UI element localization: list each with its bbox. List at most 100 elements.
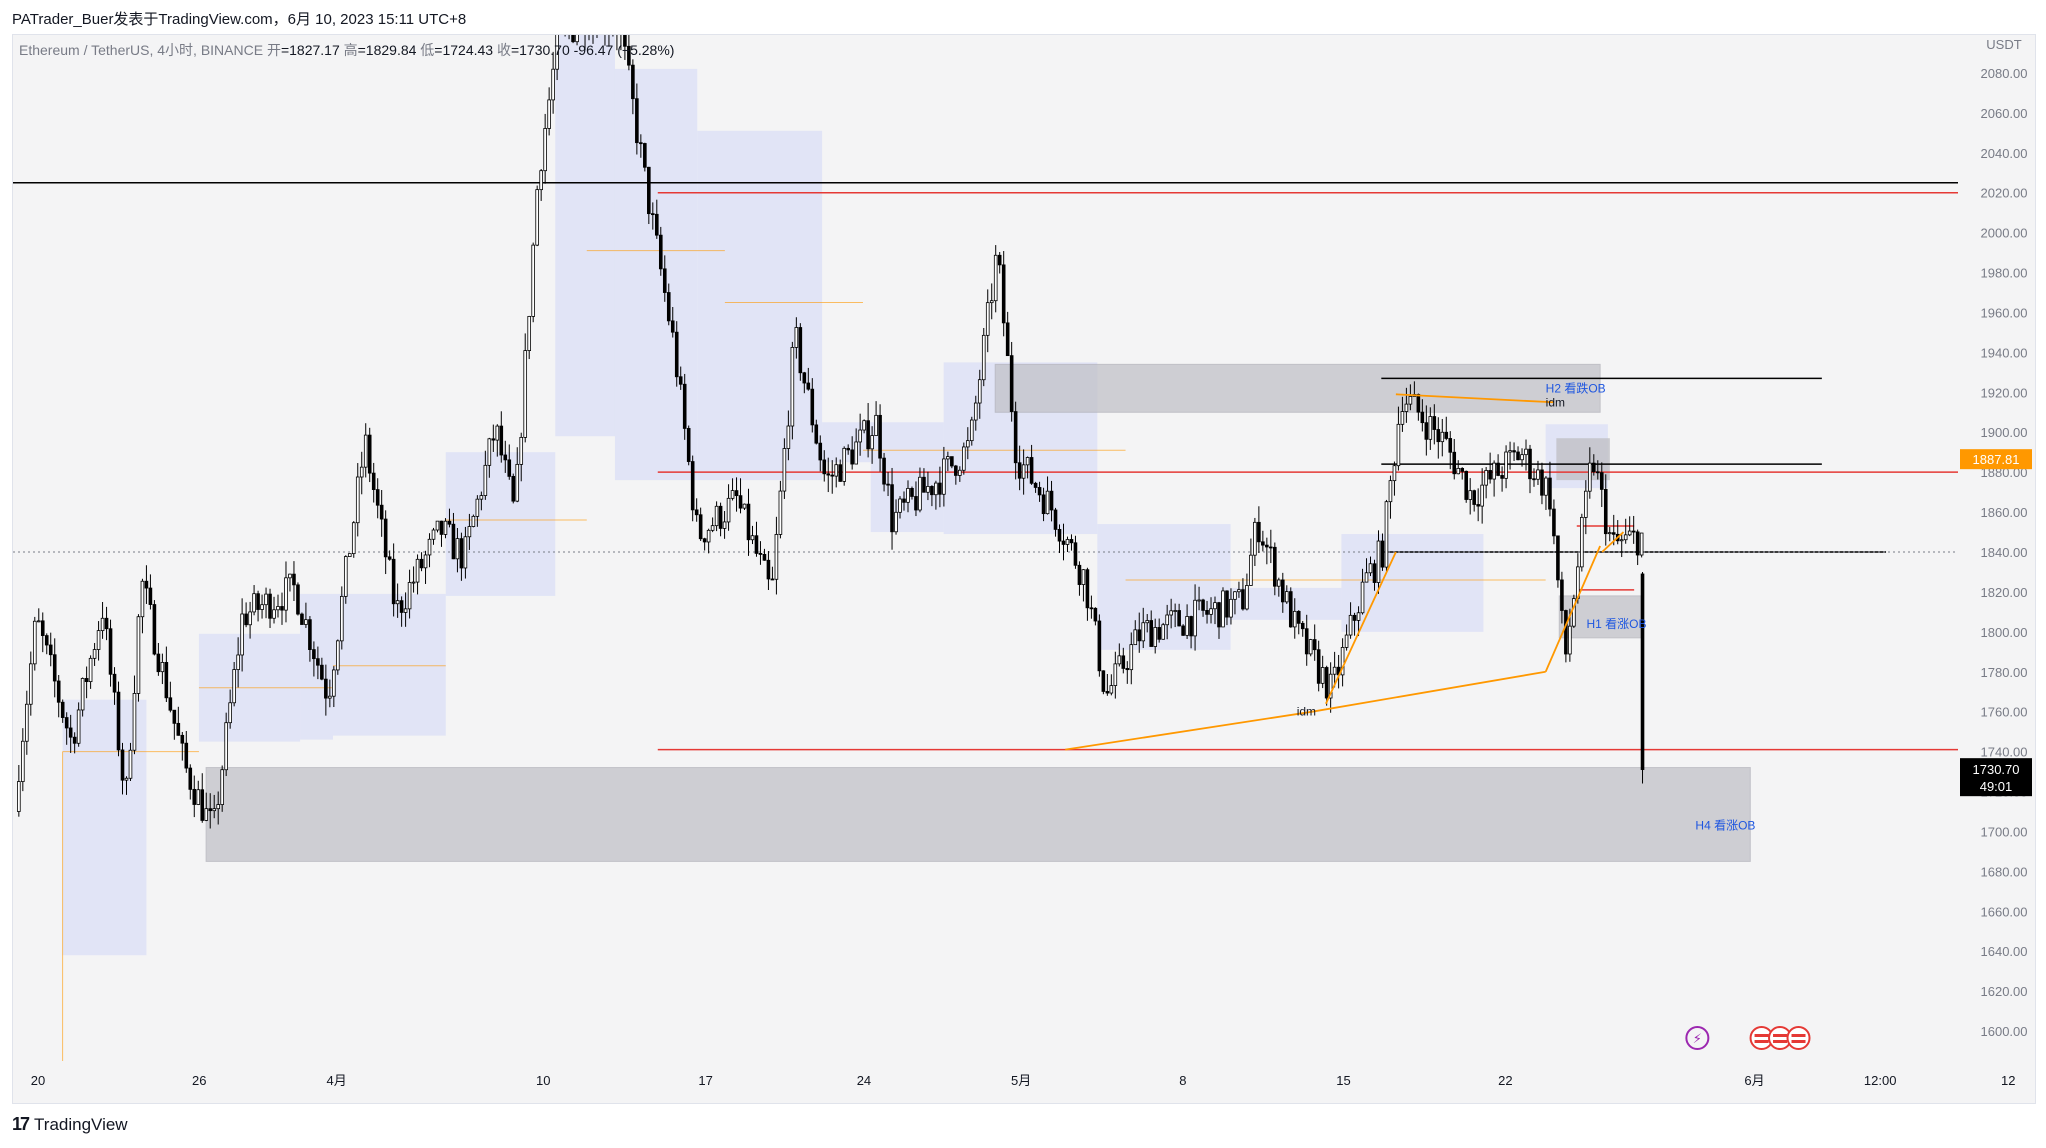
candle-body-99	[411, 581, 416, 584]
candle-body-85	[355, 476, 360, 524]
candle-body-396	[1595, 471, 1600, 474]
candlestick-chart[interactable]: H2 看跌OB H1 看涨OB H4 看涨OB idm idm Ethereum / Te…	[13, 35, 2035, 1103]
candle-body-264	[1069, 539, 1074, 544]
candle-body-254	[1029, 457, 1034, 484]
candle-body-76	[320, 664, 324, 680]
candle-body-267	[1081, 569, 1086, 585]
candle-body-269	[1089, 607, 1094, 610]
candle-body-319	[1288, 591, 1293, 628]
candle-body-103	[427, 538, 432, 556]
candle-body-332	[1340, 647, 1345, 676]
legend-part-7: 收	[497, 42, 511, 58]
candle-body-159	[651, 213, 655, 216]
candle-body-170	[694, 509, 699, 516]
candle-body-13	[68, 727, 73, 738]
candle-body-128	[527, 316, 532, 352]
candle-body-127	[523, 350, 528, 438]
candle-body-213	[866, 420, 870, 450]
candle-body-50	[216, 804, 220, 810]
candle-body-8	[48, 644, 53, 656]
candle-body-93	[387, 556, 392, 560]
candle-body-60	[256, 593, 260, 610]
candle-body-291	[1177, 610, 1181, 627]
candle-body-244	[989, 300, 994, 304]
candle-body-217	[882, 457, 886, 485]
tradingview-logo[interactable]: 17 TradingView	[12, 1114, 128, 1135]
candle-body-210	[854, 441, 858, 465]
candle-body-299	[1209, 608, 1213, 615]
candle-body-116	[479, 495, 484, 500]
candle-body-16	[80, 678, 85, 711]
candle-body-91	[379, 504, 384, 520]
candle-body-336	[1356, 612, 1361, 621]
candle-body-62	[264, 593, 268, 606]
candle-body-238	[966, 440, 970, 448]
chart-frame[interactable]: H2 看跌OB H1 看涨OB H4 看涨OB idm idm Ethereum / Te…	[12, 34, 2036, 1104]
candle-body-261	[1057, 528, 1062, 542]
candle-body-380	[1532, 478, 1536, 481]
candle-body-255	[1033, 482, 1038, 488]
candle-body-276	[1117, 655, 1122, 665]
candle-body-230	[934, 482, 938, 496]
candle-body-402	[1619, 539, 1624, 542]
candle-body-370	[1492, 462, 1496, 480]
candle-body-349	[1408, 396, 1413, 405]
candle-body-323	[1304, 628, 1309, 655]
price-tick-4: 2000.00	[1981, 226, 2028, 241]
candle-body-256	[1037, 487, 1042, 496]
candle-body-257	[1041, 494, 1046, 515]
candle-body-115	[475, 498, 480, 517]
candle-body-55	[236, 654, 240, 670]
candle-body-108	[447, 520, 452, 525]
candle-body-240	[973, 402, 978, 421]
candle-body-49	[212, 808, 217, 812]
trend-line-2	[1325, 551, 1397, 705]
candle-body-36	[160, 662, 165, 673]
candle-body-388	[1564, 610, 1568, 655]
candle-body-306	[1237, 589, 1241, 593]
us-flag-stripe-a-2	[1791, 1034, 1806, 1037]
h4-bullish-ob-zone	[205, 767, 1751, 862]
candle-body-97	[403, 608, 408, 613]
candle-body-164	[670, 320, 675, 333]
candle-body-113	[467, 526, 472, 538]
candle-body-382	[1540, 469, 1544, 496]
candle-body-249	[1009, 355, 1014, 412]
candle-body-125	[515, 463, 520, 502]
candle-body-318	[1284, 591, 1289, 603]
candle-body-221	[898, 498, 902, 513]
last-price-tag-bg	[1960, 758, 2032, 797]
candle-body-343	[1384, 501, 1389, 568]
candle-body-177	[722, 521, 727, 529]
candle-body-360	[1452, 451, 1457, 475]
price-tick-9: 1900.00	[1981, 425, 2028, 440]
candle-body-87	[363, 434, 368, 468]
candle-body-300	[1213, 602, 1217, 610]
candle-body-157	[643, 143, 647, 168]
h1-bullish-ob-label: H1 看涨OB	[1587, 616, 1647, 631]
time-tick-3: 10	[536, 1073, 550, 1088]
candle-body-124	[511, 475, 516, 502]
candle-body-10	[56, 680, 61, 703]
price-tick-8: 1920.00	[1981, 385, 2028, 400]
candle-body-22	[104, 617, 109, 630]
candle-body-215	[874, 414, 878, 436]
candle-body-45	[196, 789, 201, 805]
price-tick-15: 1780.00	[1981, 665, 2028, 680]
candle-body-6	[40, 620, 45, 636]
candle-body-96	[399, 600, 404, 613]
candle-body-379	[1528, 448, 1532, 480]
candle-body-334	[1348, 614, 1353, 636]
candle-body-15	[76, 709, 81, 744]
candle-body-104	[431, 529, 436, 540]
time-tick-6: 5月	[1011, 1073, 1031, 1088]
candle-body-314	[1269, 546, 1273, 549]
h4-bullish-ob-label: H4 看涨OB	[1695, 817, 1755, 832]
candle-body-19	[92, 649, 97, 659]
candle-body-285	[1153, 627, 1158, 647]
candle-body-90	[375, 489, 380, 506]
candle-body-283	[1145, 620, 1150, 624]
candle-body-333	[1344, 634, 1349, 648]
legend-part-5: 低	[420, 42, 434, 58]
candle-body-266	[1077, 564, 1082, 585]
